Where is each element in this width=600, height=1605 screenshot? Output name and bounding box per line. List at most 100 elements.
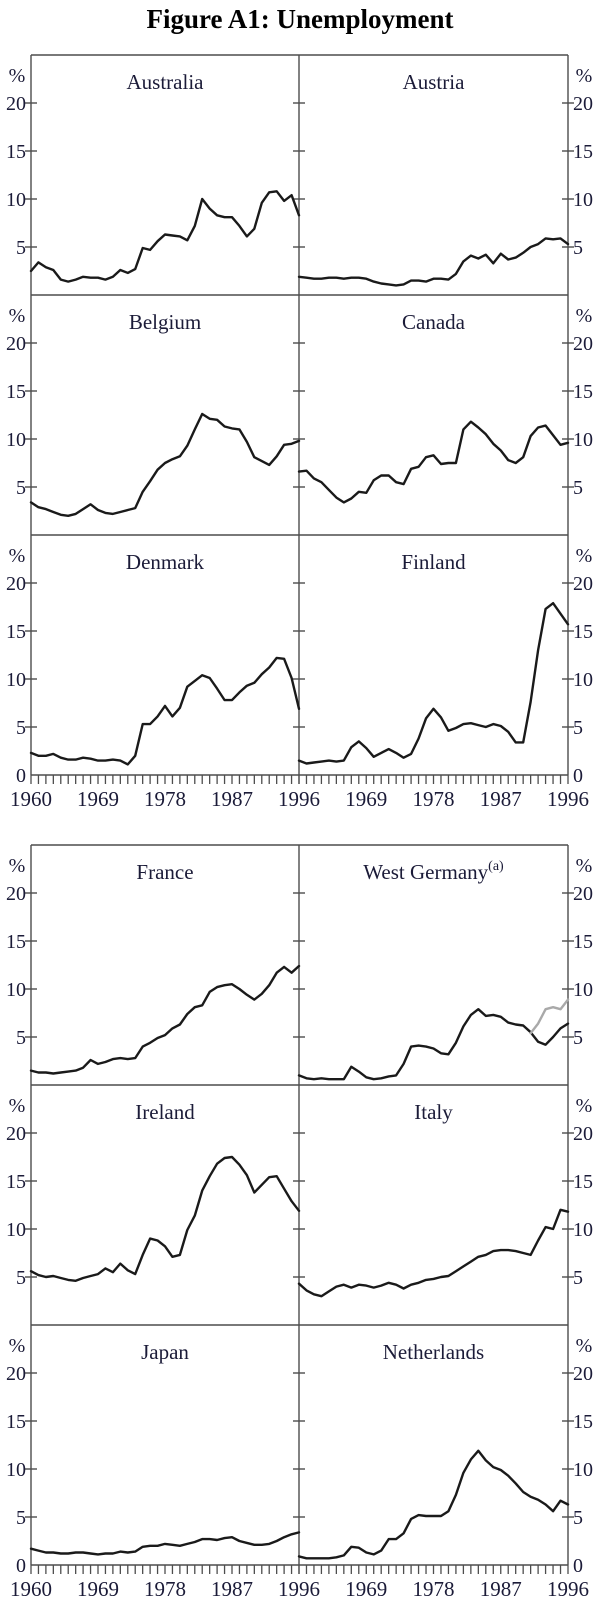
x-tick-label: 1987 [480, 787, 522, 811]
y-axis-percent-label-left: % [9, 65, 26, 87]
series-line-belgium-unemployment-rate [29, 412, 301, 517]
y-axis-percent-label-left: % [9, 545, 26, 567]
x-tick-label: 1978 [413, 1577, 455, 1601]
panel-title-canada: Canada [402, 310, 466, 334]
y-tick-label-left: 15 [6, 621, 26, 643]
y-tick-label-right: 15 [573, 141, 593, 163]
y-tick-label-right: 15 [573, 931, 593, 953]
y-tick-label-left: 10 [6, 1219, 26, 1241]
y-tick-label-right: 20 [573, 93, 593, 115]
panel-title-japan: Japan [141, 1340, 189, 1364]
panel-title-netherlands: Netherlands [383, 1340, 484, 1364]
y-tick-label-left: 5 [16, 237, 26, 259]
panel-title-west-germany: West Germany(a) [363, 859, 504, 884]
x-tick-label: 1987 [480, 1577, 522, 1601]
series-line-australia-unemployment-rate [29, 190, 301, 283]
y-zero-label-left: 0 [16, 765, 26, 787]
y-axis-percent-label-left: % [9, 1335, 26, 1357]
y-tick-label-right: 5 [573, 717, 583, 739]
x-tick-label: 1969 [77, 787, 119, 811]
y-zero-label-right: 0 [573, 765, 583, 787]
y-tick-label-right: 20 [573, 1363, 593, 1385]
y-axis-percent-label-right: % [576, 1095, 593, 1117]
panel-title-ireland: Ireland [135, 1100, 195, 1124]
y-axis-percent-label-left: % [9, 1095, 26, 1117]
panel-title-austria: Austria [403, 70, 466, 94]
series-line-netherlands-unemployment-rate [297, 1449, 570, 1560]
x-tick-label: 1978 [413, 787, 455, 811]
y-tick-label-right: 15 [573, 621, 593, 643]
x-tick-label: 1969 [345, 787, 387, 811]
panel-title-denmark: Denmark [126, 550, 205, 574]
y-tick-label-left: 10 [6, 429, 26, 451]
y-tick-label-right: 20 [573, 1123, 593, 1145]
y-tick-label-right: 15 [573, 1411, 593, 1433]
y-tick-label-left: 20 [6, 883, 26, 905]
y-tick-label-left: 5 [16, 717, 26, 739]
y-zero-label-left: 0 [16, 1555, 26, 1577]
y-tick-label-right: 10 [573, 429, 593, 451]
y-tick-label-left: 20 [6, 333, 26, 355]
y-tick-label-right: 15 [573, 381, 593, 403]
y-tick-label-right: 5 [573, 1027, 583, 1049]
x-tick-label: 1969 [345, 1577, 387, 1601]
y-tick-label-left: 10 [6, 979, 26, 1001]
y-tick-label-right: 20 [573, 883, 593, 905]
y-tick-label-left: 20 [6, 1123, 26, 1145]
x-tick-label: 1987 [211, 787, 253, 811]
y-axis-percent-label-left: % [9, 305, 26, 327]
y-axis-percent-label-right: % [576, 305, 593, 327]
y-tick-label-right: 5 [573, 237, 583, 259]
x-tick-label: 1987 [211, 1577, 253, 1601]
series-line-finland-unemployment-rate [297, 602, 570, 765]
x-tick-label: 1960 [10, 787, 52, 811]
x-tick-label: 1996 [278, 787, 320, 811]
series-line-france-unemployment-rate [29, 964, 301, 1075]
x-tick-label: 1978 [144, 787, 186, 811]
series-line-japan-unemployment-rate [29, 1531, 301, 1556]
y-axis-percent-label-left: % [9, 855, 26, 877]
y-axis-percent-label-right: % [576, 1335, 593, 1357]
y-tick-label-right: 20 [573, 333, 593, 355]
y-tick-label-right: 10 [573, 1219, 593, 1241]
x-tick-label: 1978 [144, 1577, 186, 1601]
y-tick-label-right: 15 [573, 1171, 593, 1193]
y-tick-label-left: 5 [16, 1267, 26, 1289]
panel-title-france: France [136, 860, 193, 884]
panel-title-finland: Finland [401, 550, 466, 574]
y-tick-label-left: 15 [6, 1171, 26, 1193]
panel-title-italy: Italy [414, 1100, 453, 1124]
x-tick-label: 1960 [10, 1577, 52, 1601]
y-tick-label-left: 10 [6, 669, 26, 691]
y-tick-label-left: 5 [16, 1507, 26, 1529]
y-tick-label-right: 10 [573, 669, 593, 691]
x-tick-label: 1996 [547, 1577, 589, 1601]
series-line-italy-unemployment-rate [297, 1208, 570, 1298]
y-tick-label-left: 15 [6, 141, 26, 163]
y-tick-label-right: 20 [573, 573, 593, 595]
y-tick-label-right: 5 [573, 477, 583, 499]
y-tick-label-left: 5 [16, 477, 26, 499]
y-axis-percent-label-right: % [576, 855, 593, 877]
series-line-west-germany-unemployment-rate-unified-germany [529, 998, 570, 1035]
y-axis-percent-label-right: % [576, 545, 593, 567]
y-tick-label-left: 20 [6, 93, 26, 115]
x-tick-label: 1996 [278, 1577, 320, 1601]
series-line-canada-unemployment-rate [297, 420, 570, 504]
y-tick-label-left: 20 [6, 573, 26, 595]
y-tick-label-left: 15 [6, 381, 26, 403]
series-line-austria-unemployment-rate [297, 237, 570, 287]
y-tick-label-left: 10 [6, 189, 26, 211]
series-line-denmark-unemployment-rate [29, 656, 301, 766]
y-tick-label-right: 10 [573, 189, 593, 211]
y-axis-percent-label-right: % [576, 65, 593, 87]
y-tick-label-left: 15 [6, 1411, 26, 1433]
y-tick-label-left: 10 [6, 1459, 26, 1481]
series-line-west-germany-unemployment-rate-west-germany [297, 1008, 570, 1081]
y-tick-label-right: 5 [573, 1267, 583, 1289]
panel-title-superscript: (a) [488, 859, 504, 874]
x-tick-label: 1969 [77, 1577, 119, 1601]
series-line-ireland-unemployment-rate [29, 1155, 301, 1283]
x-tick-label: 1996 [547, 787, 589, 811]
